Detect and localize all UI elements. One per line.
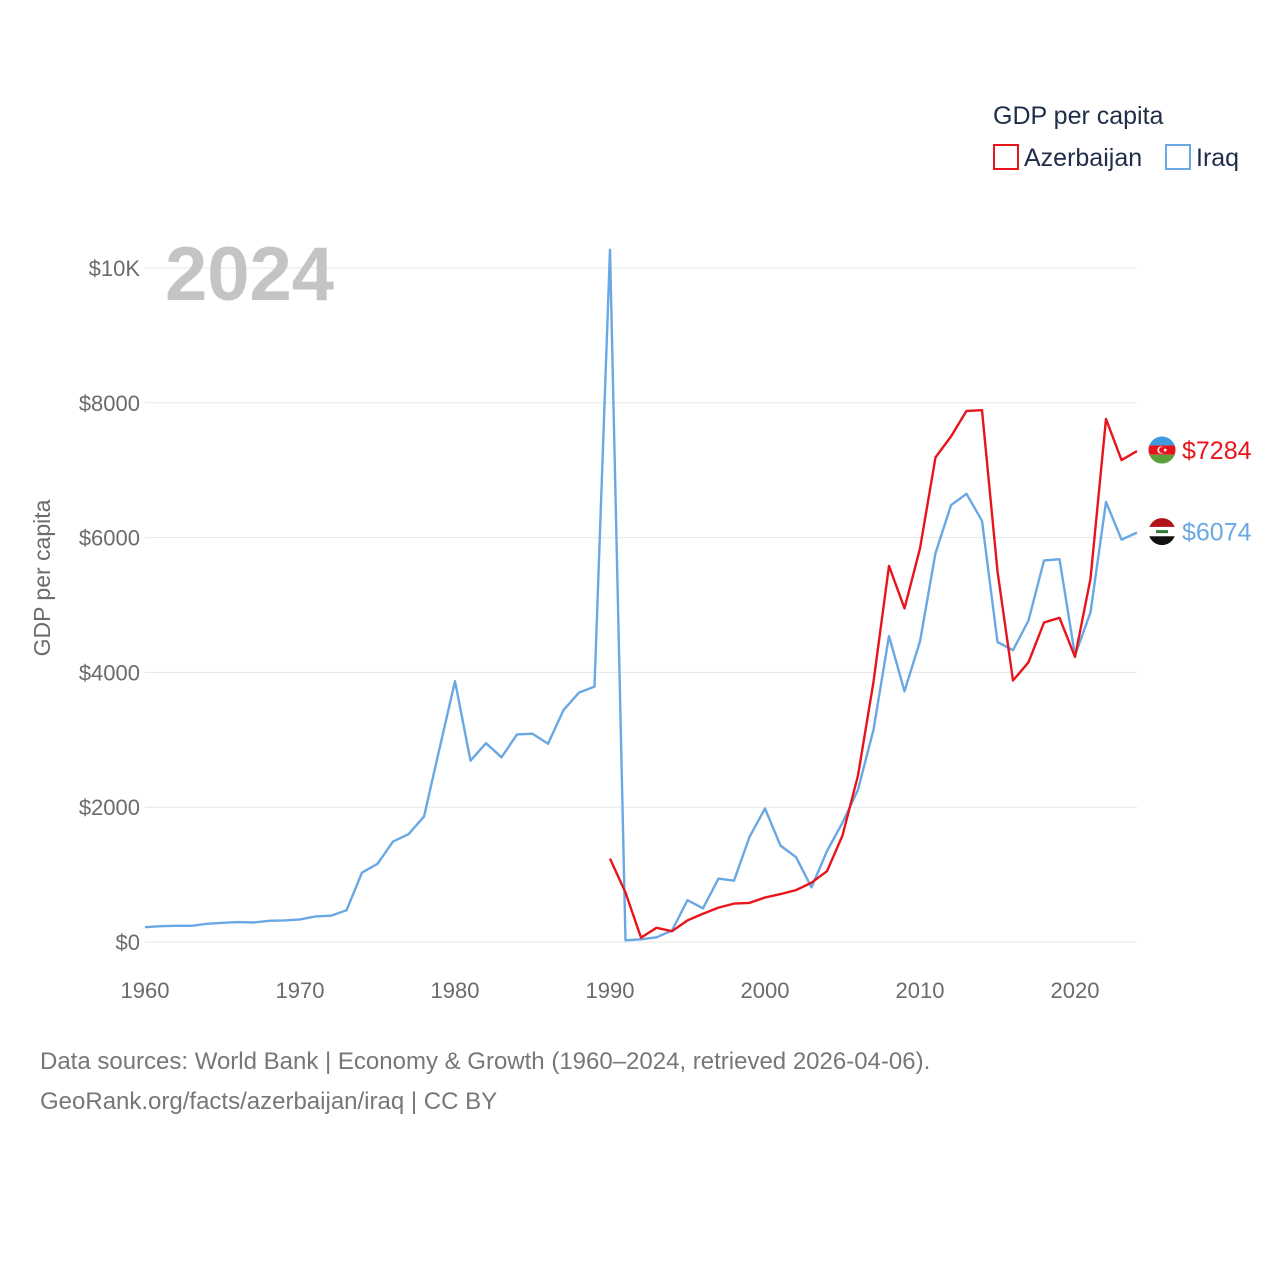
series-line-iraq (144, 248, 1138, 942)
x-tick-label: 1990 (586, 978, 635, 1003)
legend-item-iraq[interactable]: Iraq (1165, 144, 1239, 172)
legend-label: Azerbaijan (1024, 144, 1142, 172)
legend-swatch (993, 144, 1019, 170)
year-label: 2024 (165, 232, 334, 317)
end-label-iraq: $6074 (1182, 519, 1252, 547)
source-line-1: Data sources: World Bank | Economy & Gro… (40, 1048, 931, 1075)
x-tick-label: 1960 (121, 978, 170, 1003)
y-tick-label: $10K (89, 256, 141, 281)
gdp-chart: $0$2000$4000$6000$8000$10K 1960 1970 1980 1… (29, 102, 1252, 1003)
series-lines (144, 248, 1138, 942)
y-tick-label: $6000 (79, 526, 140, 551)
x-tick-label: 2010 (896, 978, 945, 1003)
x-tick-label: 1970 (276, 978, 325, 1003)
source-note: Data sources: World Bank | Economy & Gro… (40, 1042, 930, 1122)
y-axis-ticks: $0 $2000 $4000 $6000 $8000 $10K (79, 256, 141, 955)
y-tick-label: $4000 (79, 660, 140, 685)
legend-item-azerbaijan[interactable]: Azerbaijan (993, 144, 1142, 172)
y-tick-label: $0 (116, 930, 140, 955)
source-line-2[interactable]: GeoRank.org/facts/azerbaijan/iraq | CC B… (40, 1088, 498, 1115)
end-label-azerbaijan: $7284 (1182, 437, 1252, 465)
y-axis-label: GDP per capita (29, 499, 55, 656)
y-tick-label: $8000 (79, 391, 140, 416)
series-line-azerbaijan (608, 409, 1138, 939)
x-tick-label: 2000 (741, 978, 790, 1003)
iraq-flag-icon (1147, 517, 1177, 547)
x-tick-label: 2020 (1051, 978, 1100, 1003)
legend-label: Iraq (1196, 144, 1239, 172)
x-tick-label: 1980 (431, 978, 480, 1003)
y-tick-label: $2000 (79, 795, 140, 820)
legend-title: GDP per capita (993, 102, 1164, 130)
end-labels: $7284 $6074 (1147, 435, 1252, 547)
azerbaijan-flag-icon (1147, 435, 1177, 465)
legend: GDP per capita Azerbaijan Iraq (993, 102, 1239, 172)
legend-swatch (1165, 144, 1191, 170)
x-axis-ticks: 1960 1970 1980 1990 2000 2010 2020 (121, 978, 1100, 1003)
grid-lines (145, 267, 1137, 943)
